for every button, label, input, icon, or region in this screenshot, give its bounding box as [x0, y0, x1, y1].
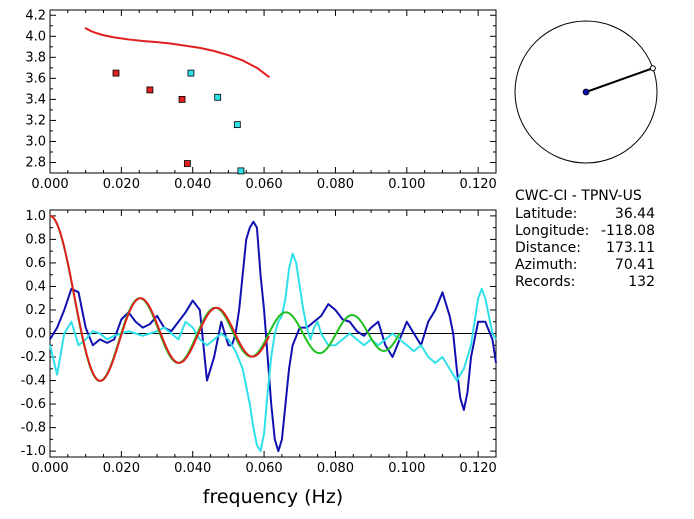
- info-label: Azimuth:: [515, 257, 577, 273]
- azimuth-compass: [514, 20, 658, 164]
- x-tick-label: 0.120: [460, 177, 497, 192]
- y-tick-label: 0.8: [25, 232, 46, 247]
- info-value: -118.08: [601, 223, 655, 239]
- station-dot: [582, 88, 590, 96]
- x-tick-label: 0.100: [388, 177, 425, 192]
- correlation-series: [49, 252, 497, 453]
- bottom-ticks: 0.000 0.020 0.040 0.060 0.080 0.100 0.120 1.0 0.…: [21, 209, 497, 476]
- y-tick-label: 4.0: [25, 29, 46, 44]
- data-point: [146, 86, 154, 94]
- x-tick-label: 0.000: [31, 461, 68, 476]
- x-tick-label: 0.000: [31, 177, 68, 192]
- x-tick-label: 0.040: [174, 177, 211, 192]
- model-fit-red: [49, 214, 270, 382]
- correlation-series: [49, 220, 497, 453]
- y-tick-label: 3.2: [25, 113, 46, 128]
- y-tick-label: 0.6: [25, 256, 46, 271]
- y-tick-label: 1.0: [25, 209, 46, 224]
- x-axis-title: frequency (Hz): [203, 486, 343, 508]
- x-tick-label: 0.060: [245, 177, 282, 192]
- data-point: [233, 121, 241, 129]
- dispersion-curve: [84, 26, 271, 79]
- y-tick-label: -1.0: [21, 444, 46, 459]
- x-tick-label: 0.120: [460, 461, 497, 476]
- data-point: [178, 95, 186, 103]
- x-tick-label: 0.080: [317, 177, 354, 192]
- top-plot-data: [84, 26, 271, 175]
- info-label: Longitude:: [515, 223, 589, 239]
- y-tick-label: -0.8: [21, 421, 46, 436]
- top-plot-frame: [49, 9, 497, 174]
- y-tick-label: -0.4: [21, 374, 46, 389]
- info-value: 70.41: [615, 257, 655, 273]
- data-point: [187, 69, 195, 77]
- data-point: [112, 69, 120, 77]
- station-pair: CWC-CI - TPNV-US: [515, 188, 642, 204]
- y-tick-label: 3.6: [25, 71, 46, 86]
- x-tick-label: 0.060: [245, 461, 282, 476]
- info-label: Distance:: [515, 240, 581, 256]
- y-tick-label: 3.0: [25, 134, 46, 149]
- y-tick-label: 0.0: [25, 327, 46, 342]
- data-point: [214, 93, 222, 101]
- y-tick-label: -0.2: [21, 350, 46, 365]
- azimuth-line: [585, 67, 654, 93]
- data-point: [237, 167, 245, 175]
- y-tick-label: 0.2: [25, 303, 46, 318]
- correlation-panel: 0.000 0.020 0.040 0.060 0.080 0.100 0.120 1.0 0.…: [21, 209, 497, 508]
- y-tick-label: 2.8: [25, 155, 46, 170]
- y-tick-label: 4.2: [25, 8, 46, 23]
- y-tick-label: 3.8: [25, 50, 46, 65]
- y-tick-label: 0.4: [25, 279, 46, 294]
- dispersion-panel: 0.000 0.020 0.040 0.060 0.080 0.100 0.120 2.8 3.…: [25, 8, 496, 192]
- y-tick-label: -0.6: [21, 397, 46, 412]
- bottom-plot-data: [49, 214, 497, 453]
- info-label: Latitude:: [515, 206, 577, 222]
- station-info: CWC-CI - TPNV-US Latitude: 36.44 Longitude…: [515, 188, 655, 290]
- x-tick-label: 0.040: [174, 461, 211, 476]
- data-point: [183, 160, 191, 167]
- x-tick-label: 0.080: [317, 461, 354, 476]
- info-value: 36.44: [615, 206, 655, 222]
- azimuth-end-marker: [649, 65, 656, 72]
- info-value: 132: [628, 274, 655, 290]
- top-ticks: 0.000 0.020 0.040 0.060 0.080 0.100 0.120 2.8 3.…: [25, 8, 496, 192]
- x-tick-label: 0.020: [103, 461, 140, 476]
- compass-circle: [514, 20, 658, 164]
- info-label: Records:: [515, 274, 575, 290]
- y-tick-label: 3.4: [25, 92, 46, 107]
- x-tick-label: 0.100: [388, 461, 425, 476]
- info-value: 173.11: [606, 240, 655, 256]
- x-tick-label: 0.020: [103, 177, 140, 192]
- model-fit-green: [49, 214, 401, 382]
